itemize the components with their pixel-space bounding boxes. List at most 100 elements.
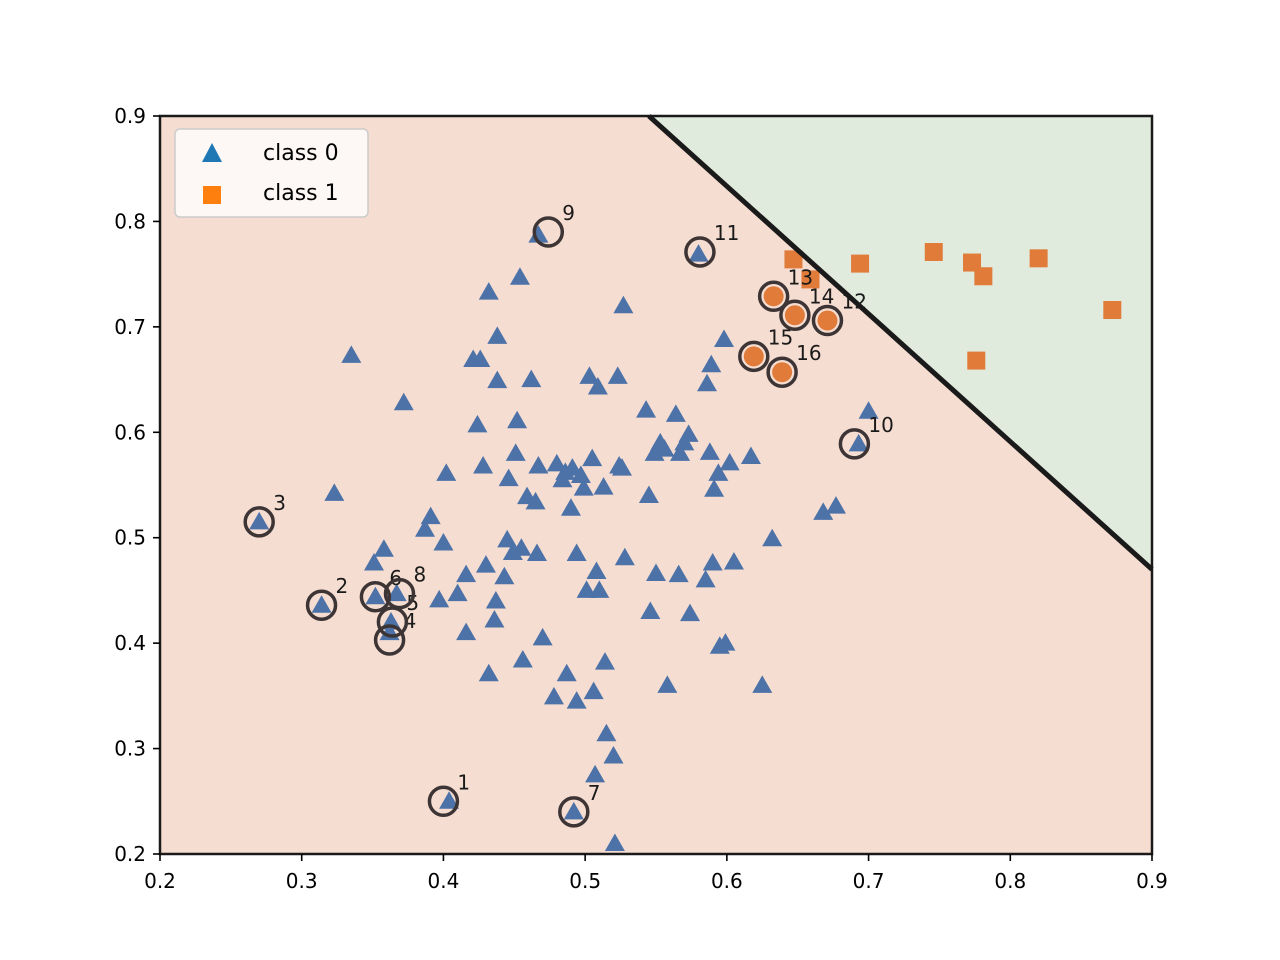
class-0-point [646, 563, 666, 582]
y-tick-label: 0.4 [114, 631, 146, 655]
highlighted-fill [784, 305, 805, 326]
highlight-label: 6 [389, 566, 402, 590]
x-tick-label: 0.5 [569, 869, 601, 893]
class-0-point [613, 295, 634, 314]
class-0-point [858, 401, 879, 419]
class-0-point [467, 414, 488, 433]
class-0-point [670, 443, 691, 461]
class-0-point [563, 801, 584, 820]
highlight-label: 8 [413, 563, 426, 587]
class-0-point [456, 622, 477, 641]
legend-label-class-1: class 1 [263, 181, 339, 206]
class-0-point [607, 366, 628, 384]
class-0-point [566, 543, 587, 562]
class-0-point [740, 446, 761, 465]
class-0-point [543, 686, 564, 705]
class-0-point [525, 491, 546, 510]
class-0-point [341, 345, 362, 363]
x-tick-label: 0.4 [428, 869, 460, 893]
class-0-point [433, 532, 454, 551]
class-0-point [494, 566, 515, 585]
class-0-point [668, 564, 689, 583]
class-0-point [604, 833, 625, 851]
class-0-point [603, 745, 624, 764]
class-0-point [521, 369, 542, 388]
class-0-point [596, 723, 617, 742]
boundary-line [647, 114, 1154, 572]
class-0-point [511, 538, 532, 556]
class-0-point [429, 589, 450, 608]
class-0-point [680, 603, 701, 622]
class-0-point [420, 506, 441, 525]
y-tick-label: 0.3 [114, 737, 146, 761]
class-0-point [570, 465, 591, 484]
class-0-point [586, 561, 607, 579]
class-0-point [498, 468, 519, 487]
class-0-point [311, 595, 332, 613]
class-0-point [665, 404, 686, 422]
y-tick-label: 0.9 [114, 104, 146, 128]
class-0-point [638, 485, 659, 504]
highlighted-fill [763, 286, 784, 307]
class-1-point [784, 250, 803, 269]
y-axis: 0.2 0.3 0.4 0.5 0.6 0.7 0.8 0.9 [114, 104, 160, 866]
class-0-point [373, 539, 394, 557]
class-0-point [507, 410, 528, 429]
highlight-ring [558, 796, 590, 828]
highlight-ring [359, 581, 392, 613]
class-0-point [484, 609, 505, 628]
legend-marker-class-0 [202, 143, 222, 162]
class-0-point [848, 433, 869, 452]
x-tick-label: 0.6 [711, 869, 743, 893]
y-tick-label: 0.2 [114, 842, 146, 866]
class-0-point [526, 543, 547, 562]
class-0-point [701, 354, 722, 373]
class-0-point [611, 458, 632, 476]
highlight-label: 10 [868, 413, 893, 437]
class-1-point [1103, 300, 1122, 319]
class-0-point [585, 764, 606, 783]
class-0-point [560, 498, 581, 516]
y-tick-label: 0.5 [114, 526, 146, 550]
class-0-point [249, 511, 270, 530]
class-0-point [562, 458, 583, 476]
decision-boundary [647, 114, 1154, 572]
class-1-point [1029, 249, 1048, 268]
x-tick-label: 0.8 [994, 869, 1026, 893]
class-0-point [512, 650, 533, 668]
class-0-point [579, 366, 600, 384]
highlighted-fill [772, 362, 793, 383]
class-0-point [532, 627, 553, 646]
class-0-point [485, 590, 506, 609]
class-0-point [614, 547, 635, 566]
class-1-point [974, 267, 993, 286]
x-tick-label: 0.7 [853, 869, 885, 893]
y-tick-label: 0.8 [114, 209, 146, 233]
class-0-point [436, 463, 457, 481]
highlight-ring [383, 577, 416, 610]
class-0-point [365, 586, 386, 605]
y-tick-label: 0.6 [114, 420, 146, 444]
highlight-ring [811, 304, 844, 337]
class-0-point [528, 456, 549, 474]
class-0-point [657, 675, 678, 693]
highlighted-fill [817, 310, 838, 331]
class-0-point [546, 453, 567, 472]
highlight-ring [684, 236, 716, 268]
class-0-point [594, 652, 615, 670]
highlight-ring [305, 589, 338, 621]
highlighted-points: 12345678910111213141516 [243, 201, 894, 828]
class-0-point [386, 583, 407, 602]
class-0-point [505, 443, 526, 461]
highlight-label: 11 [714, 221, 739, 245]
highlight-ring [373, 624, 406, 656]
class-0-point [497, 529, 518, 548]
highlight-ring [427, 785, 460, 818]
class-0-point [589, 580, 610, 598]
class-0-point [556, 663, 577, 682]
class-0-point [640, 601, 661, 620]
class-1-point [967, 351, 986, 370]
highlight-label: 5 [406, 591, 419, 615]
x-axis: 0.2 0.3 0.4 0.5 0.6 0.7 0.8 0.9 [144, 854, 1168, 893]
